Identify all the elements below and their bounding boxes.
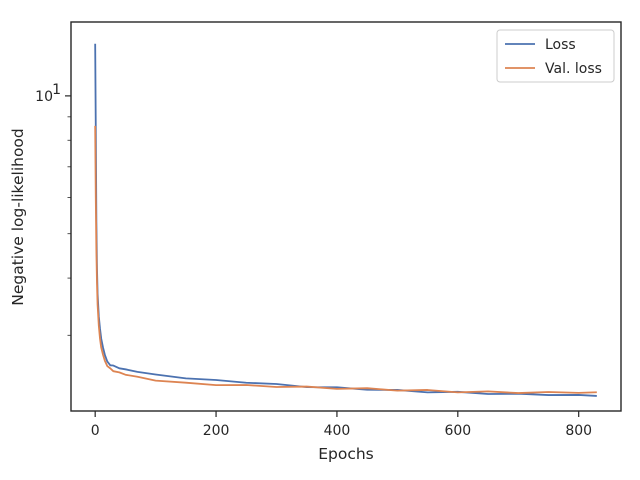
legend-label-val-loss: Val. loss [545, 61, 602, 77]
legend-label-loss: Loss [545, 37, 576, 53]
y-tick-label-exponent: 1 [52, 82, 61, 98]
plot-area [94, 43, 597, 397]
plot-frame [70, 21, 622, 412]
legend-box [496, 29, 615, 83]
x-tick-label: 200 [203, 423, 230, 439]
series-line-val-loss [94, 125, 597, 394]
x-tick-label: 0 [91, 423, 100, 439]
x-axis-label: Epochs [318, 445, 374, 463]
x-tick-label: 800 [565, 423, 592, 439]
x-tick-label: 400 [324, 423, 351, 439]
x-axis: 0 200 400 600 800 [91, 411, 592, 439]
y-tick-label: 10 [35, 89, 53, 105]
y-axis: 10 1 [35, 82, 71, 336]
y-axis-label: Negative log-likelihood [9, 128, 27, 306]
x-tick-label: 600 [444, 423, 471, 439]
legend: Loss Val. loss [496, 29, 615, 83]
